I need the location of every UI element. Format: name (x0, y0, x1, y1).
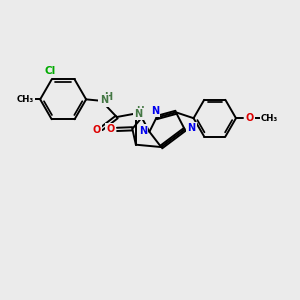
Text: H: H (136, 106, 144, 115)
Text: N: N (187, 123, 195, 133)
Text: N: N (134, 109, 142, 119)
Text: N: N (139, 126, 147, 136)
Text: O: O (106, 124, 115, 134)
Text: O: O (93, 125, 101, 135)
Text: H: H (104, 92, 112, 102)
Text: CH₃: CH₃ (16, 95, 34, 104)
Text: N: N (151, 106, 159, 116)
Text: N: N (100, 95, 108, 105)
Text: CH₃: CH₃ (261, 114, 278, 123)
Text: Cl: Cl (45, 66, 56, 76)
Text: O: O (245, 112, 254, 123)
